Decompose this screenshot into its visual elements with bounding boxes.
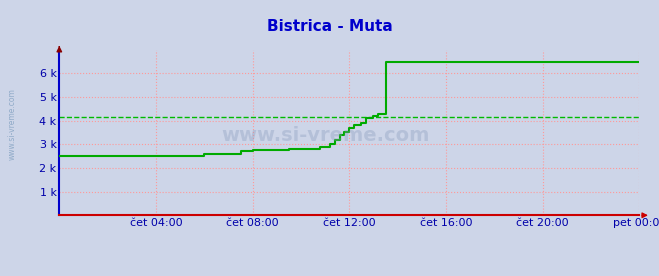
Text: Bistrica - Muta: Bistrica - Muta bbox=[267, 19, 392, 34]
Text: www.si-vreme.com: www.si-vreme.com bbox=[8, 88, 17, 160]
Text: www.si-vreme.com: www.si-vreme.com bbox=[221, 126, 430, 145]
